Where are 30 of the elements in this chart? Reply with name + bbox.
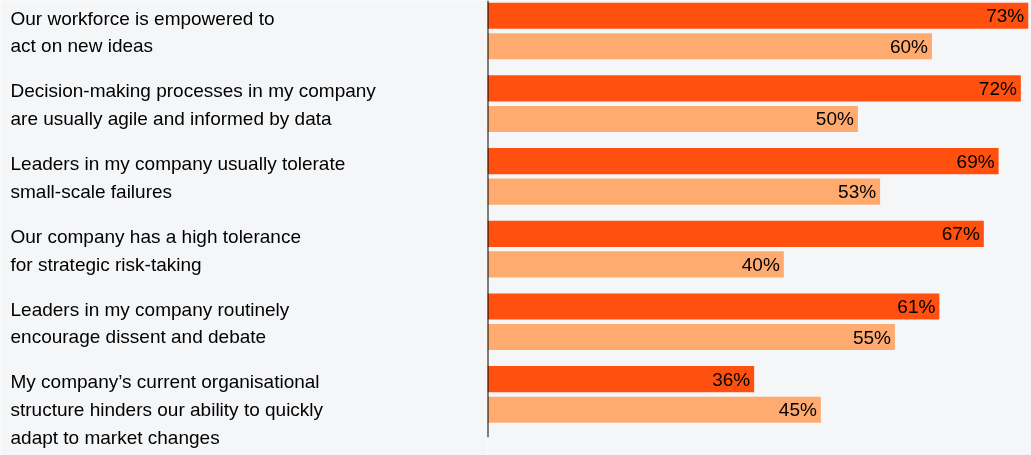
bar <box>487 323 895 351</box>
data-label: 45% <box>778 399 817 421</box>
data-label: 55% <box>852 326 892 348</box>
data-label: 73% <box>986 5 1025 27</box>
bar <box>487 2 1029 29</box>
bar <box>487 148 999 175</box>
y-tick-label: My company’s current organisational structure hinders our ability to quickly adapt to market changes <box>10 371 324 448</box>
data-label: 50% <box>815 108 854 130</box>
data-label: 36% <box>712 368 751 390</box>
bar <box>487 251 784 278</box>
bar <box>487 220 984 247</box>
y-tick-label: Decision-making processes in my company are usually agile and informed by data <box>10 80 377 130</box>
bar <box>487 105 858 133</box>
data-label: 53% <box>838 181 877 203</box>
data-label: 61% <box>897 296 936 317</box>
data-label: 40% <box>741 253 780 275</box>
data-label: 72% <box>978 77 1017 99</box>
bar <box>487 33 932 60</box>
bar <box>487 293 940 320</box>
bar <box>487 366 755 393</box>
data-label: 69% <box>956 150 995 172</box>
y-tick-label: Our workforce is empowered to act on new ideas <box>10 7 275 57</box>
y-tick-label: Our company has a high tolerance for strategic risk-taking <box>10 225 301 275</box>
data-label: 67% <box>941 223 980 245</box>
bar <box>487 396 821 423</box>
bar <box>487 178 881 205</box>
y-tick-label: Leaders in my company usually tolerate small-scale failures <box>10 153 346 202</box>
bar <box>487 75 1021 102</box>
data-label: 60% <box>889 35 929 57</box>
y-tick-label: Leaders in my company routinely encourage dissent and debate <box>10 298 290 348</box>
